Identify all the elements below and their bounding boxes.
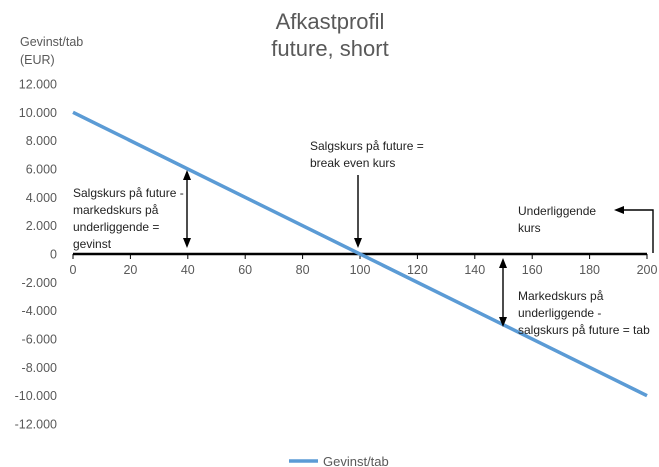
annotation-gevinst-line-4: gevinst xyxy=(73,237,112,251)
y-tick-label: -2.000 xyxy=(22,276,57,290)
y-tick-label: -4.000 xyxy=(22,304,57,318)
chart-title-line-2: future, short xyxy=(271,36,388,61)
chart-title-line-1: Afkastprofil xyxy=(276,9,385,34)
y-tick-label: 8.000 xyxy=(26,134,57,148)
y-tick-label: -12.000 xyxy=(15,418,57,432)
x-tick-label: 40 xyxy=(181,263,195,277)
annotation-underliggende-arrowhead xyxy=(614,206,624,214)
x-tick-label: 0 xyxy=(70,263,77,277)
chart-title: Afkastprofil future, short xyxy=(271,9,388,61)
y-tick-label: -6.000 xyxy=(22,333,57,347)
annotation-underliggende: Underliggende kurs xyxy=(518,204,654,253)
annotation-underliggende-line-2: kurs xyxy=(518,221,541,235)
annotation-underliggende-arrow xyxy=(622,209,654,253)
annotation-gevinst-line-1: Salgskurs på future - xyxy=(73,186,184,200)
y-tick-labels: 12.000 10.000 8.000 6.000 4.000 2.000 0 -2.000 -… xyxy=(15,78,57,432)
x-tick-label: 80 xyxy=(296,263,310,277)
annotation-gevinst-arrowhead-down xyxy=(183,238,191,248)
annotation-break-even-line-1: Salgskurs på future = xyxy=(310,139,424,153)
x-tick-label: 120 xyxy=(407,263,428,277)
annotation-underliggende-line-1: Underliggende xyxy=(518,204,596,218)
x-tick-label: 20 xyxy=(123,263,137,277)
series-group xyxy=(72,110,648,398)
annotation-tab-line-3: salgskurs på future = tab xyxy=(518,323,650,337)
y-axis-title: Gevinst/tab (EUR) xyxy=(20,35,83,67)
y-tick-label: 4.000 xyxy=(26,191,57,205)
legend-label: Gevinst/tab xyxy=(323,454,389,467)
y-tick-label: -10.000 xyxy=(15,389,57,403)
annotation-gevinst: Salgskurs på future - markedskurs på und… xyxy=(73,170,191,251)
y-axis-title-line-1: Gevinst/tab xyxy=(20,35,83,49)
y-tick-label: -8.000 xyxy=(22,361,57,375)
legend: Gevinst/tab xyxy=(289,454,389,467)
x-tick-label: 140 xyxy=(464,263,485,277)
annotation-gevinst-line-2: markedskurs på xyxy=(73,203,159,217)
annotation-tab-arrowhead-down xyxy=(499,317,507,327)
x-tick-label: 100 xyxy=(350,263,371,277)
annotation-tab-arrowhead-up xyxy=(499,258,507,268)
x-tick-label: 200 xyxy=(637,263,658,277)
y-tick-label: 2.000 xyxy=(26,219,57,233)
y-tick-label: 12.000 xyxy=(19,78,57,92)
y-tick-label: 6.000 xyxy=(26,163,57,177)
x-tick-label: 160 xyxy=(522,263,543,277)
annotation-break-even: Salgskurs på future = break even kurs xyxy=(310,139,424,248)
series-line-gevinst-tab xyxy=(72,110,648,398)
annotation-gevinst-line-3: underliggende = xyxy=(73,220,159,234)
annotation-break-even-line-2: break even kurs xyxy=(310,156,395,170)
annotation-tab-line-1: Markedskurs på xyxy=(518,289,604,303)
annotation-gevinst-arrowhead-up xyxy=(183,170,191,180)
x-tick-label: 180 xyxy=(579,263,600,277)
annotation-tab: Markedskurs på underliggende - salgskurs… xyxy=(499,258,650,337)
annotation-tab-line-2: underliggende - xyxy=(518,306,601,320)
y-axis-title-line-2: (EUR) xyxy=(20,53,55,67)
x-tick-label: 60 xyxy=(238,263,252,277)
annotation-break-even-arrowhead xyxy=(354,238,362,248)
y-tick-label: 0 xyxy=(50,248,57,262)
y-tick-label: 10.000 xyxy=(19,106,57,120)
